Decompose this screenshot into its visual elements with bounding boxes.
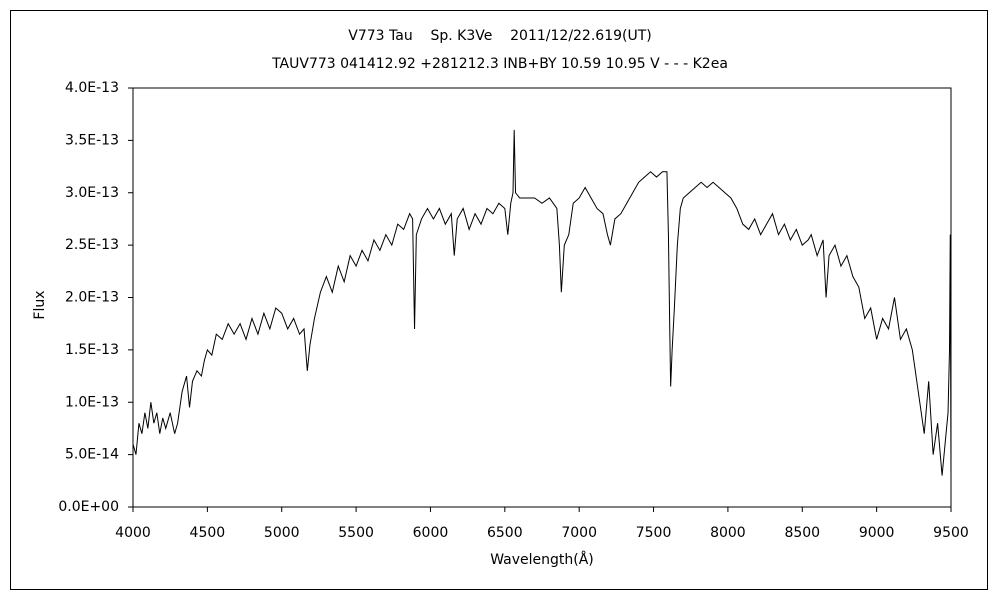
x-tick-label: 6500 — [487, 525, 523, 541]
chart-frame — [10, 10, 988, 590]
x-tick-label: 6000 — [413, 525, 449, 541]
x-tick-label: 5000 — [264, 525, 300, 541]
x-tick-label: 8000 — [710, 525, 746, 541]
x-tick-label: 4000 — [115, 525, 151, 541]
y-tick-label: 1.0E-13 — [65, 394, 119, 410]
y-tick-label: 1.5E-13 — [65, 342, 119, 358]
x-tick-label: 9500 — [933, 525, 969, 541]
y-tick-label: 3.0E-13 — [65, 185, 119, 201]
x-tick-label: 9000 — [859, 525, 895, 541]
chart-title: V773 Tau Sp. K3Ve 2011/12/22.619(UT) — [348, 28, 652, 44]
x-axis-label: Wavelength(Å) — [490, 551, 594, 568]
x-tick-label: 4500 — [190, 525, 226, 541]
x-tick-label: 7000 — [561, 525, 597, 541]
y-tick-label: 2.5E-13 — [65, 237, 119, 253]
y-tick-label: 0.0E+00 — [58, 499, 119, 515]
chart-subtitle: TAUV773 041412.92 +281212.3 INB+BY 10.59… — [271, 56, 728, 72]
y-tick-label: 2.0E-13 — [65, 290, 119, 306]
y-tick-label: 4.0E-13 — [65, 80, 119, 96]
y-tick-label: 5.0E-14 — [65, 447, 119, 463]
x-tick-label: 7500 — [636, 525, 672, 541]
y-axis-label: Flux — [32, 290, 48, 319]
spectrum-line — [132, 129, 952, 481]
y-tick-label: 3.5E-13 — [65, 132, 119, 148]
x-tick-label: 5500 — [338, 525, 374, 541]
x-tick-label: 8500 — [784, 525, 820, 541]
